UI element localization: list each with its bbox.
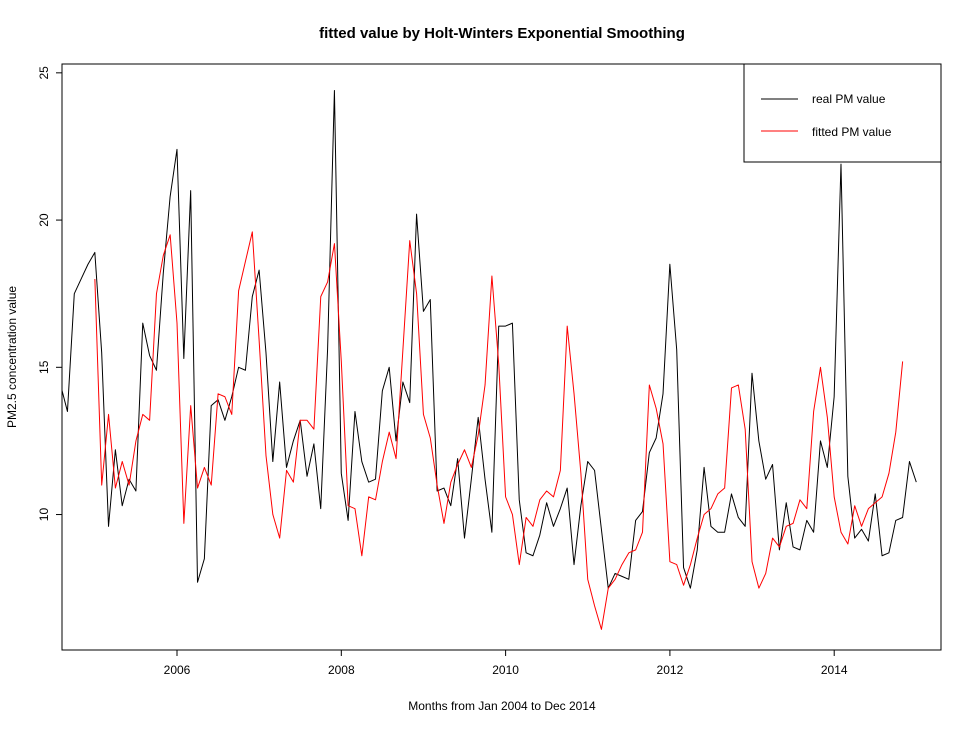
x-axis-label: Months from Jan 2004 to Dec 2014 [408,699,596,713]
y-tick-label-10: 10 [37,508,51,522]
x-tick-label-2008: 2008 [328,663,355,677]
series-line-fitted [94,231,904,630]
legend: real PM value fitted PM value [743,63,942,163]
y-axis: 10 15 20 25 [37,66,62,521]
y-axis-label: PM2.5 concentration value [5,286,19,428]
plot-frame [61,63,942,651]
chart-title: fitted value by Holt-Winters Exponential… [319,25,685,42]
y-tick-label-20: 20 [37,213,51,227]
x-tick-label-2010: 2010 [492,663,519,677]
legend-box [743,63,942,163]
series-line-real [62,90,917,589]
series-layer [62,90,917,630]
legend-label-fitted: fitted PM value [812,125,892,139]
y-tick-label-25: 25 [37,66,51,80]
x-axis: 2006 2008 2010 2012 2014 [164,650,848,677]
plot-area [61,63,942,651]
y-tick-label-15: 15 [37,360,51,374]
x-tick-label-2014: 2014 [821,663,848,677]
x-tick-label-2006: 2006 [164,663,191,677]
x-tick-label-2012: 2012 [657,663,684,677]
legend-label-real: real PM value [812,92,886,106]
